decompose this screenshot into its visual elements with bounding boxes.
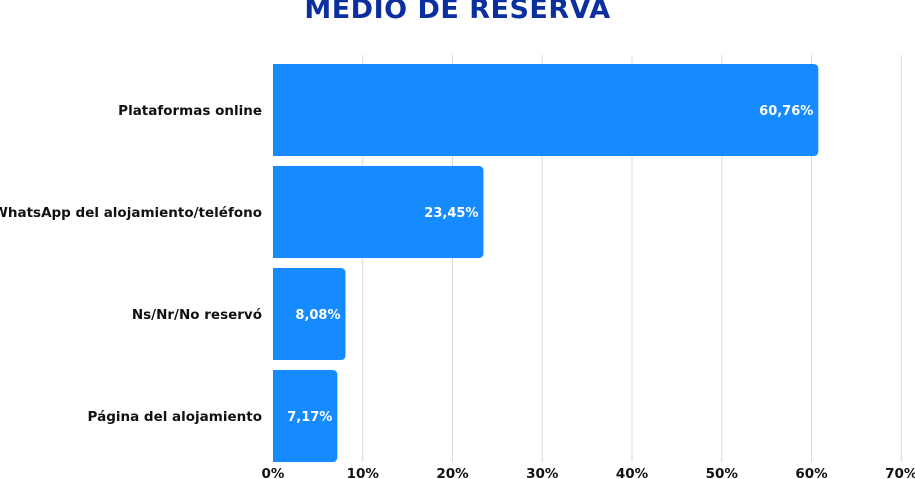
bar — [273, 268, 346, 360]
x-tick-label: 0% — [262, 466, 285, 479]
x-tick-label: 30% — [526, 466, 559, 479]
category-label: Ns/Nr/No reservó — [132, 307, 262, 323]
category-labels: Plataformas online WhatsApp del alojamien… — [0, 103, 262, 425]
x-axis-tick-labels: 0% 10% 20% 30% 40% 50% 60% 70% — [262, 466, 915, 479]
x-tick-label: 70% — [885, 466, 915, 479]
x-tick-label: 50% — [706, 466, 739, 479]
bars: 60,76% 23,45% 8,08% 7,17% — [273, 64, 819, 462]
data-label: 8,08% — [295, 308, 340, 323]
bar — [273, 64, 819, 156]
data-label: 23,45% — [424, 206, 478, 221]
data-label: 7,17% — [287, 410, 332, 425]
x-tick-label: 20% — [436, 466, 469, 479]
x-tick-label: 60% — [795, 466, 828, 479]
category-label: Plataformas online — [118, 103, 262, 119]
category-label: Página del alojamiento — [88, 409, 262, 425]
data-label: 60,76% — [759, 104, 813, 119]
chart-title: MEDIO DE RESERVA — [304, 0, 611, 25]
x-tick-label: 10% — [347, 466, 380, 479]
category-label: WhatsApp del alojamiento/teléfono — [0, 205, 262, 221]
x-tick-label: 40% — [616, 466, 649, 479]
bar — [273, 166, 484, 258]
bar — [273, 370, 338, 462]
